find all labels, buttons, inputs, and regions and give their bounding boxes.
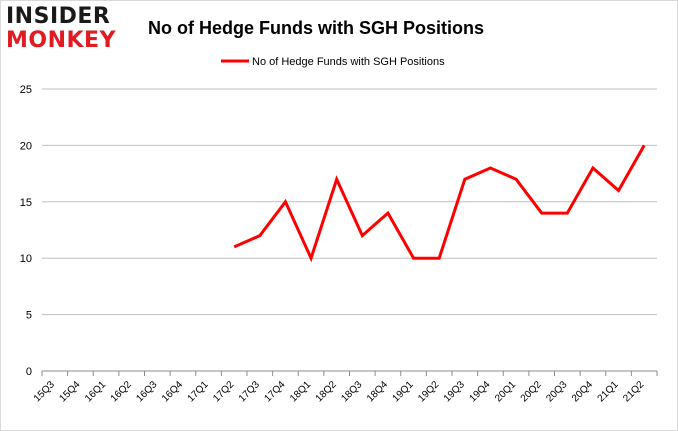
x-tick-label: 20Q3 <box>544 379 569 404</box>
x-tick-label: 17Q1 <box>186 379 211 404</box>
x-tick-label: 19Q1 <box>391 379 416 404</box>
series-lines <box>233 144 646 263</box>
x-tick-label: 17Q4 <box>262 379 287 404</box>
x-tick-labels: 15Q3 15Q4 16Q1 16Q2 16Q3 16Q4 17Q1 17Q2 17Q3 17Q4… <box>32 379 647 404</box>
x-tick-label: 19Q4 <box>467 379 492 404</box>
x-tick-label: 20Q4 <box>570 379 595 404</box>
x-tick-label: 15Q4 <box>57 379 82 404</box>
x-tick-label: 21Q1 <box>596 379 621 404</box>
y-tick-labels: 0 5 10 15 20 25 <box>20 84 32 378</box>
y-tick-label: 0 <box>26 366 32 378</box>
logo-line-1: INSIDER <box>6 4 111 29</box>
x-tick-label: 16Q1 <box>83 379 108 404</box>
x-tick-label: 16Q2 <box>109 379 134 404</box>
series-line-0 <box>233 144 646 263</box>
chart-title: No of Hedge Funds with SGH Positions <box>148 18 484 38</box>
y-tick-label: 5 <box>26 310 32 322</box>
x-tick-label: 20Q2 <box>519 379 544 404</box>
x-tick-label: 17Q3 <box>237 379 262 404</box>
x-tick-label: 16Q3 <box>134 379 159 404</box>
y-tick-label: 25 <box>20 84 32 96</box>
legend: No of Hedge Funds with SGH Positions <box>221 56 445 68</box>
x-tick-label: 19Q3 <box>442 379 467 404</box>
insider-monkey-logo: INSIDER MONKEY <box>6 6 126 52</box>
x-tick-label: 15Q3 <box>32 379 57 404</box>
x-tick-label: 18Q4 <box>365 379 390 404</box>
y-tick-label: 10 <box>20 253 32 265</box>
x-tick-label: 19Q2 <box>416 379 441 404</box>
x-tick-label: 16Q4 <box>160 379 185 404</box>
y-tick-label: 20 <box>20 140 32 152</box>
x-tick-label: 20Q1 <box>493 379 518 404</box>
axes <box>41 370 658 376</box>
x-tick-label: 21Q2 <box>621 379 646 404</box>
x-tick-label: 18Q1 <box>288 379 313 404</box>
x-tick-label: 18Q3 <box>339 379 364 404</box>
x-tick-label: 18Q2 <box>314 379 339 404</box>
logo-line-2: MONKEY <box>6 28 117 53</box>
x-tick-label: 17Q2 <box>211 379 236 404</box>
legend-label: No of Hedge Funds with SGH Positions <box>252 56 445 68</box>
y-tick-label: 15 <box>20 197 32 209</box>
gridlines <box>42 88 657 316</box>
